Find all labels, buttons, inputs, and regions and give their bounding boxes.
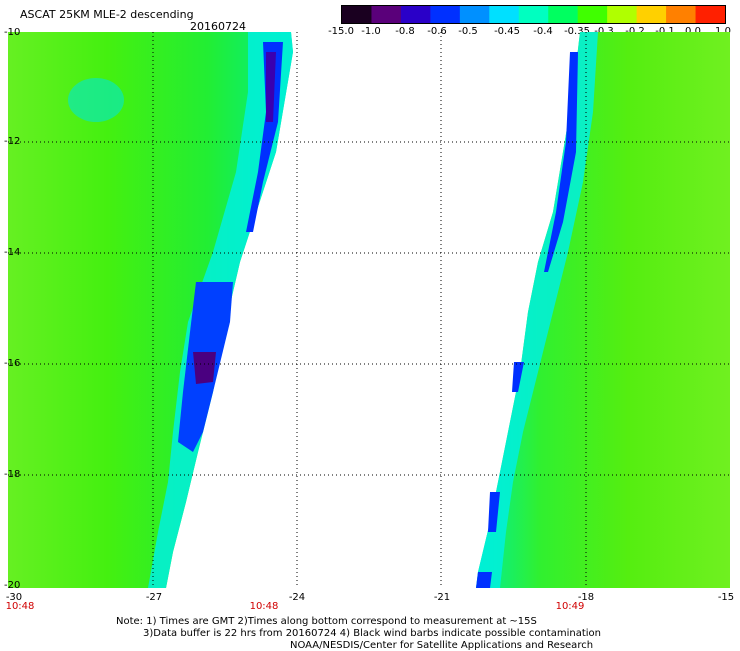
left-swath-edge-purple2 <box>193 352 216 384</box>
colorbar-label: -0.6 <box>427 26 447 37</box>
x-tick-label: -18 <box>577 592 595 603</box>
colorbar-label: -0.1 <box>655 26 675 37</box>
colorbar-swatch <box>518 6 549 23</box>
chart-title: ASCAT 25KM MLE-2 descending <box>20 8 194 21</box>
colorbar-swatch <box>636 6 667 23</box>
colorbar-swatch <box>459 6 490 23</box>
left-swath-edge-purple <box>266 52 276 122</box>
y-tick-label: -10 <box>4 27 21 38</box>
colorbar-swatches <box>342 6 726 23</box>
x-tick-label: -15 <box>717 592 735 603</box>
right-swath-edge-blue2 <box>476 362 524 588</box>
right-swath <box>476 32 730 588</box>
y-tick-label: -20 <box>4 580 21 591</box>
colorbar-label: -0.2 <box>625 26 645 37</box>
y-tick-label: -18 <box>4 469 21 480</box>
cyan-eddy <box>68 78 124 122</box>
note-line: NOAA/NESDIS/Center for Satellite Applica… <box>290 640 594 651</box>
colorbar-label: -0.4 <box>533 26 553 37</box>
colorbar-swatch <box>489 6 520 23</box>
colorbar-swatch <box>371 6 402 23</box>
time-label: 10:49 <box>555 601 585 612</box>
colorbar <box>341 5 726 24</box>
left-swath <box>8 32 293 588</box>
colorbar-swatch <box>577 6 608 23</box>
right-swath-edge-blue <box>544 52 578 272</box>
time-label: 10:48 <box>5 601 35 612</box>
wind-map <box>8 32 730 588</box>
colorbar-swatch <box>695 6 726 23</box>
colorbar-label: -1.0 <box>361 26 381 37</box>
colorbar-label: -0.3 <box>594 26 614 37</box>
graticule <box>8 32 730 588</box>
note-line: Note: 1) Times are GMT 2)Times along bot… <box>116 616 537 627</box>
colorbar-labels: -15.0 -1.0 -0.8 -0.6 -0.5 -0.45 -0.4 -0.… <box>325 26 735 38</box>
x-tick-label: -27 <box>145 592 163 603</box>
note-line: 3)Data buffer is 22 hrs from 20160724 4)… <box>143 628 601 639</box>
colorbar-label: 0.0 <box>685 26 701 37</box>
colorbar-swatch <box>666 6 697 23</box>
colorbar-swatch <box>342 6 372 23</box>
colorbar-swatch <box>607 6 638 23</box>
y-tick-label: -12 <box>4 136 21 147</box>
chart-date: 20160724 <box>190 20 246 33</box>
colorbar-label: 1.0 <box>715 26 731 37</box>
time-label: 10:48 <box>249 601 279 612</box>
x-tick-label: -21 <box>433 592 451 603</box>
colorbar-swatch <box>548 6 579 23</box>
colorbar-swatch <box>400 6 431 23</box>
y-tick-label: -14 <box>4 247 21 258</box>
x-tick-label: -30 <box>5 592 23 603</box>
colorbar-label: -0.35 <box>564 26 590 37</box>
colorbar-swatch <box>430 6 461 23</box>
colorbar-label: -15.0 <box>328 26 354 37</box>
x-tick-label: -24 <box>288 592 306 603</box>
colorbar-label: -0.8 <box>395 26 415 37</box>
map-plot <box>8 32 730 588</box>
colorbar-label: -0.5 <box>458 26 478 37</box>
y-tick-label: -16 <box>4 358 21 369</box>
colorbar-label: -0.45 <box>494 26 520 37</box>
